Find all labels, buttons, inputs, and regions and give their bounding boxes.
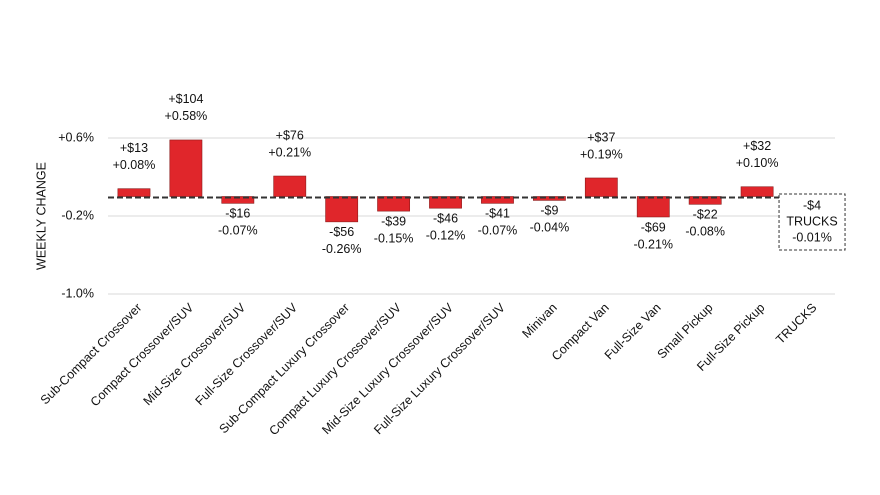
dollar-label: -$16 <box>225 207 250 221</box>
dollar-label: +$13 <box>120 141 148 155</box>
value-label: +0.08% <box>113 158 156 172</box>
value-label: -0.15% <box>374 231 414 245</box>
bar <box>273 175 307 197</box>
x-tick-label: Compact Crossover/SUV <box>88 300 197 409</box>
value-label: +0.10% <box>736 156 779 170</box>
dollar-label: -$39 <box>381 214 406 228</box>
dollar-label: -$46 <box>433 211 458 225</box>
value-label: +0.19% <box>580 147 623 161</box>
value-label: +0.21% <box>268 145 311 159</box>
x-tick-label: TRUCKS <box>773 301 819 347</box>
x-tick-label: Minivan <box>519 301 559 341</box>
bar <box>740 186 774 197</box>
x-tick-label: Full-Size Van <box>602 301 664 363</box>
bar <box>325 196 359 223</box>
bar <box>169 139 203 197</box>
dollar-label: +$37 <box>587 130 615 144</box>
value-label: -0.07% <box>478 224 518 238</box>
y-axis-label: WEEKLY CHANGE <box>34 162 48 270</box>
value-label: -0.04% <box>530 221 570 235</box>
total-name: TRUCKS <box>786 214 837 228</box>
x-tick-label: Full-Size Crossover/SUV <box>193 300 301 408</box>
x-tick-label: Sub-Compact Crossover <box>38 301 145 408</box>
bar <box>377 196 411 212</box>
dollar-label: -$69 <box>641 220 666 234</box>
dollar-label: -$22 <box>693 208 718 222</box>
y-tick-label: -1.0% <box>61 286 94 300</box>
x-tick-label: Mid-Size Crossover/SUV <box>141 300 249 408</box>
dollar-label: -$41 <box>485 207 510 221</box>
y-tick-label: -0.2% <box>61 208 94 222</box>
value-label: -0.08% <box>685 225 725 239</box>
bar <box>636 196 670 218</box>
dollar-label: -$4 <box>803 198 821 212</box>
bar <box>117 188 151 197</box>
dollar-label: +$76 <box>276 128 304 142</box>
value-label: -0.26% <box>322 242 362 256</box>
bar <box>584 177 618 197</box>
dollar-label: -$56 <box>329 225 354 239</box>
value-label: -0.12% <box>426 228 466 242</box>
value-label: -0.07% <box>218 224 258 238</box>
value-label: +0.58% <box>165 109 208 123</box>
dollar-label: +$104 <box>168 92 203 106</box>
y-tick-label: +0.6% <box>58 130 94 144</box>
value-label: -0.01% <box>792 230 832 244</box>
value-label: -0.21% <box>633 237 673 251</box>
total-box <box>778 193 846 251</box>
dollar-label: -$9 <box>540 204 558 218</box>
dollar-label: +$32 <box>743 139 771 153</box>
